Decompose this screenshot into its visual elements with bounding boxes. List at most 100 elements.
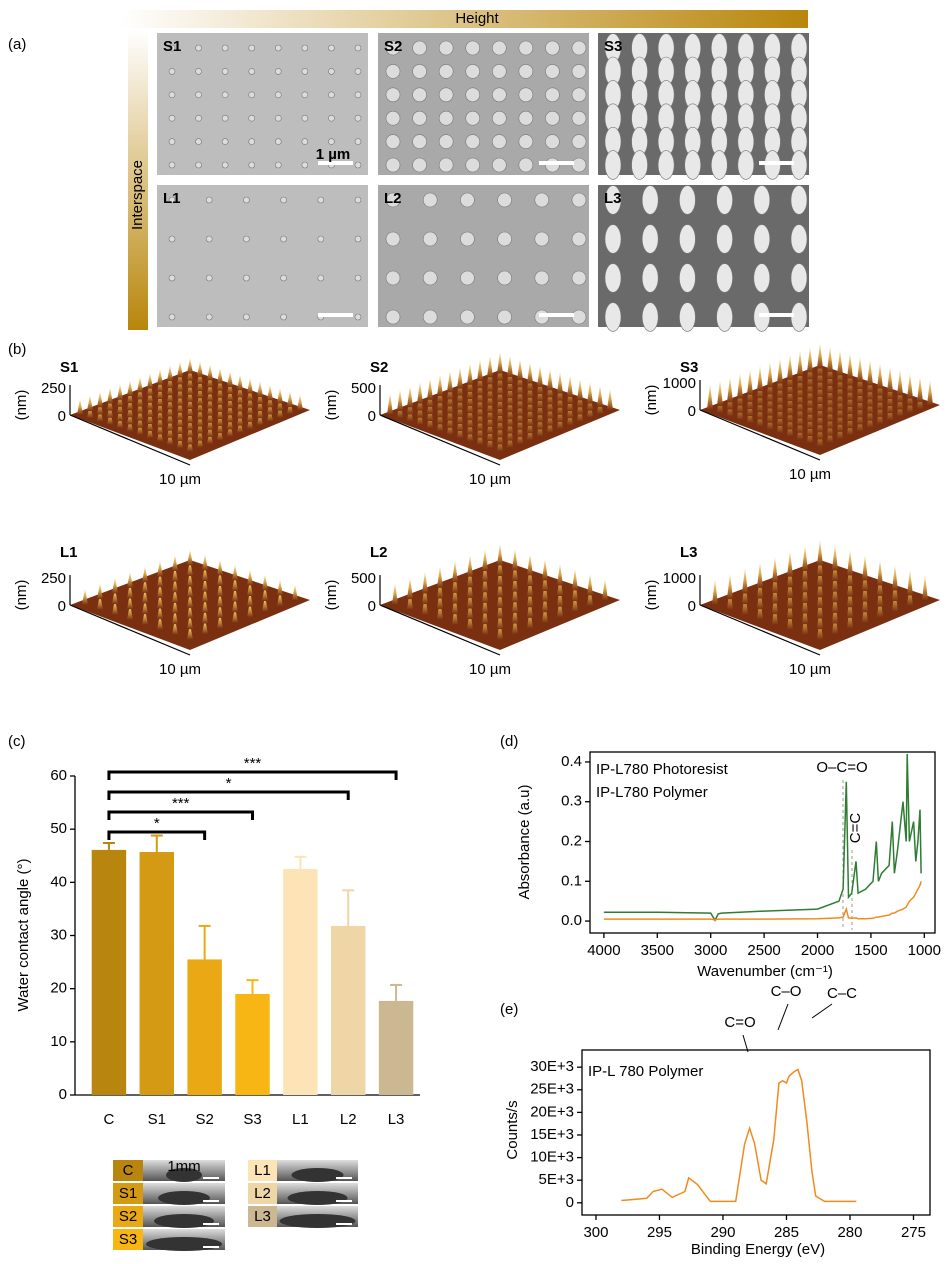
afm-spike	[262, 574, 268, 591]
y-tick-label: 0.4	[561, 753, 582, 770]
pillar	[438, 40, 454, 56]
series-line	[621, 1068, 857, 1203]
afm-spike	[297, 394, 303, 411]
interspace-bar	[128, 30, 148, 330]
pillar	[518, 157, 534, 173]
panel-label: (d)	[500, 733, 518, 750]
afm-spike	[712, 578, 718, 605]
x-axis-label: Binding Energy (eV)	[691, 1241, 825, 1258]
pillar	[195, 68, 202, 75]
afm-spike	[862, 554, 868, 581]
panel-label: (c)	[8, 733, 26, 750]
afm-axis	[379, 604, 501, 656]
afm-spike	[867, 359, 873, 386]
afm-z-min: 0	[368, 598, 376, 615]
afm-spike	[292, 584, 298, 601]
afm-spike	[142, 566, 148, 583]
pillar	[205, 313, 213, 321]
droplet-key	[248, 1183, 277, 1204]
x-tick-label: L3	[388, 1111, 405, 1128]
afm-spike	[202, 564, 208, 581]
afm-spike	[97, 583, 103, 600]
afm-spike	[157, 592, 163, 609]
pillar	[790, 185, 808, 215]
pillar	[248, 138, 256, 145]
pillar	[195, 114, 202, 122]
pillar	[571, 87, 587, 103]
pillar	[716, 263, 733, 293]
afm-spike	[392, 582, 398, 605]
pillar	[497, 192, 512, 208]
pillar	[604, 150, 622, 180]
pillar	[679, 302, 696, 332]
pillar	[545, 134, 560, 149]
pillar	[354, 138, 362, 145]
afm-spike	[387, 392, 393, 415]
droplet	[279, 1214, 356, 1228]
afm-spike	[77, 398, 83, 415]
x-tick-label: L2	[340, 1111, 357, 1128]
afm-spike	[517, 358, 523, 381]
afm-spike	[422, 571, 428, 594]
afm-spike	[112, 588, 118, 605]
afm-spike	[157, 571, 163, 588]
pillar	[460, 192, 475, 208]
afm-spike	[247, 590, 253, 607]
pillar	[328, 138, 335, 145]
pillar	[422, 270, 438, 286]
afm-spike	[797, 350, 803, 377]
afm-label: S1	[60, 359, 78, 376]
pillar	[657, 150, 675, 180]
pillar	[641, 263, 659, 293]
afm-label: S3	[680, 359, 698, 376]
significance-label: ***	[172, 795, 190, 812]
afm-spike	[177, 361, 183, 378]
afm-x-label: 10 µm	[159, 471, 201, 488]
afm-spike	[567, 374, 573, 397]
pillar	[716, 224, 733, 254]
pillar	[518, 40, 534, 56]
droplet	[291, 1168, 344, 1182]
afm-z-max: 1000	[663, 375, 696, 392]
pillar	[534, 231, 550, 247]
pillar	[491, 134, 507, 149]
pillar	[195, 44, 202, 52]
afm-spike	[187, 623, 193, 640]
afm-spike	[807, 346, 813, 373]
bar	[283, 869, 318, 1095]
pillar	[385, 157, 401, 173]
afm-spike	[267, 384, 273, 401]
afm-z-unit: (nm)	[13, 580, 30, 611]
afm-spike	[832, 544, 838, 571]
afm-spike	[247, 569, 253, 586]
annotation: C–O	[771, 983, 802, 1000]
pillar	[753, 263, 771, 293]
bar	[139, 852, 175, 1095]
pillar	[438, 157, 454, 173]
afm-axis	[699, 409, 821, 461]
pillar	[422, 231, 438, 247]
afm-spike	[217, 601, 223, 618]
afm-spike	[97, 391, 103, 408]
afm-z-max: 250	[41, 380, 66, 397]
pillar	[460, 270, 475, 286]
afm-z-min: 0	[58, 408, 66, 425]
pillar	[168, 44, 176, 52]
afm-spike	[97, 593, 103, 610]
pillar	[221, 68, 229, 75]
afm-spike	[187, 591, 193, 608]
sem-image	[378, 185, 589, 327]
afm-spike	[112, 598, 118, 615]
pillar	[497, 231, 512, 247]
pillar	[631, 150, 648, 180]
afm-spike	[172, 618, 178, 635]
x-tick-label: 285	[774, 1224, 799, 1241]
afm-spike	[857, 355, 863, 382]
pillar	[571, 40, 587, 56]
afm-spike	[587, 573, 593, 596]
afm-spike	[237, 374, 243, 391]
pillar	[385, 110, 401, 126]
bar	[330, 925, 366, 1095]
x-tick-label: 3500	[641, 942, 674, 959]
afm-spike	[157, 560, 163, 577]
